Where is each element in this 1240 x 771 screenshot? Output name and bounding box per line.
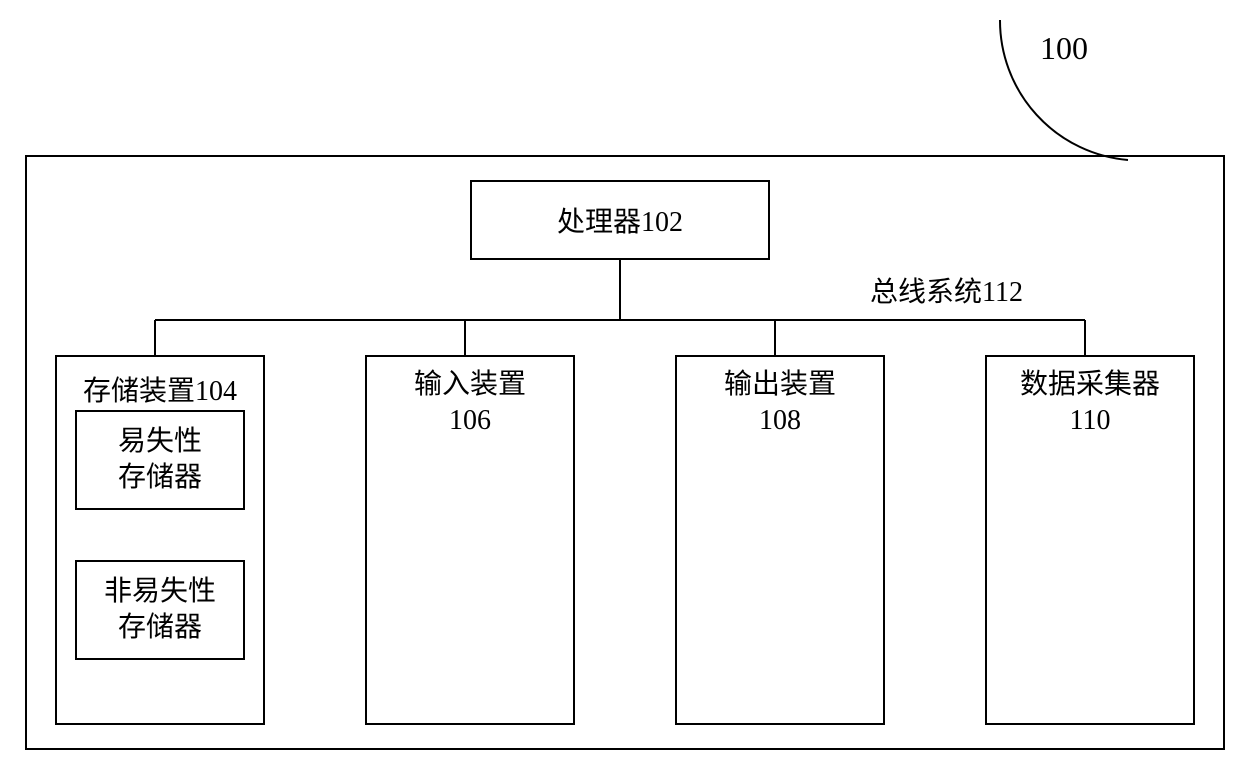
volatile-memory-box: 易失性 存储器: [75, 410, 245, 510]
nonvolatile-memory-label-l1: 非易失性: [104, 574, 216, 610]
volatile-memory-label-l1: 易失性: [118, 424, 202, 460]
bus-label: 总线系统112: [870, 270, 1023, 310]
output-device-label-l1: 输出装置: [677, 367, 883, 403]
nonvolatile-memory-box: 非易失性 存储器: [75, 560, 245, 660]
output-device-box: 输出装置 108: [675, 355, 885, 725]
data-collector-label-l1: 数据采集器: [987, 367, 1193, 403]
processor-box: 处理器102: [470, 180, 770, 260]
system-ref-label: 100: [1040, 30, 1088, 67]
input-device-label-l2: 106: [367, 403, 573, 439]
data-collector-label-l2: 110: [987, 403, 1193, 439]
storage-title: 存储装置104: [57, 369, 263, 409]
output-device-label-l2: 108: [677, 403, 883, 439]
input-device-box: 输入装置 106: [365, 355, 575, 725]
input-device-label-l1: 输入装置: [367, 367, 573, 403]
processor-label: 处理器102: [557, 200, 683, 240]
nonvolatile-memory-label-l2: 存储器: [118, 610, 202, 646]
data-collector-box: 数据采集器 110: [985, 355, 1195, 725]
diagram-canvas: 100 处理器102 总线系统112 存储装置104 易失性 存储器 非易失性 …: [0, 0, 1240, 771]
volatile-memory-label-l2: 存储器: [118, 460, 202, 496]
